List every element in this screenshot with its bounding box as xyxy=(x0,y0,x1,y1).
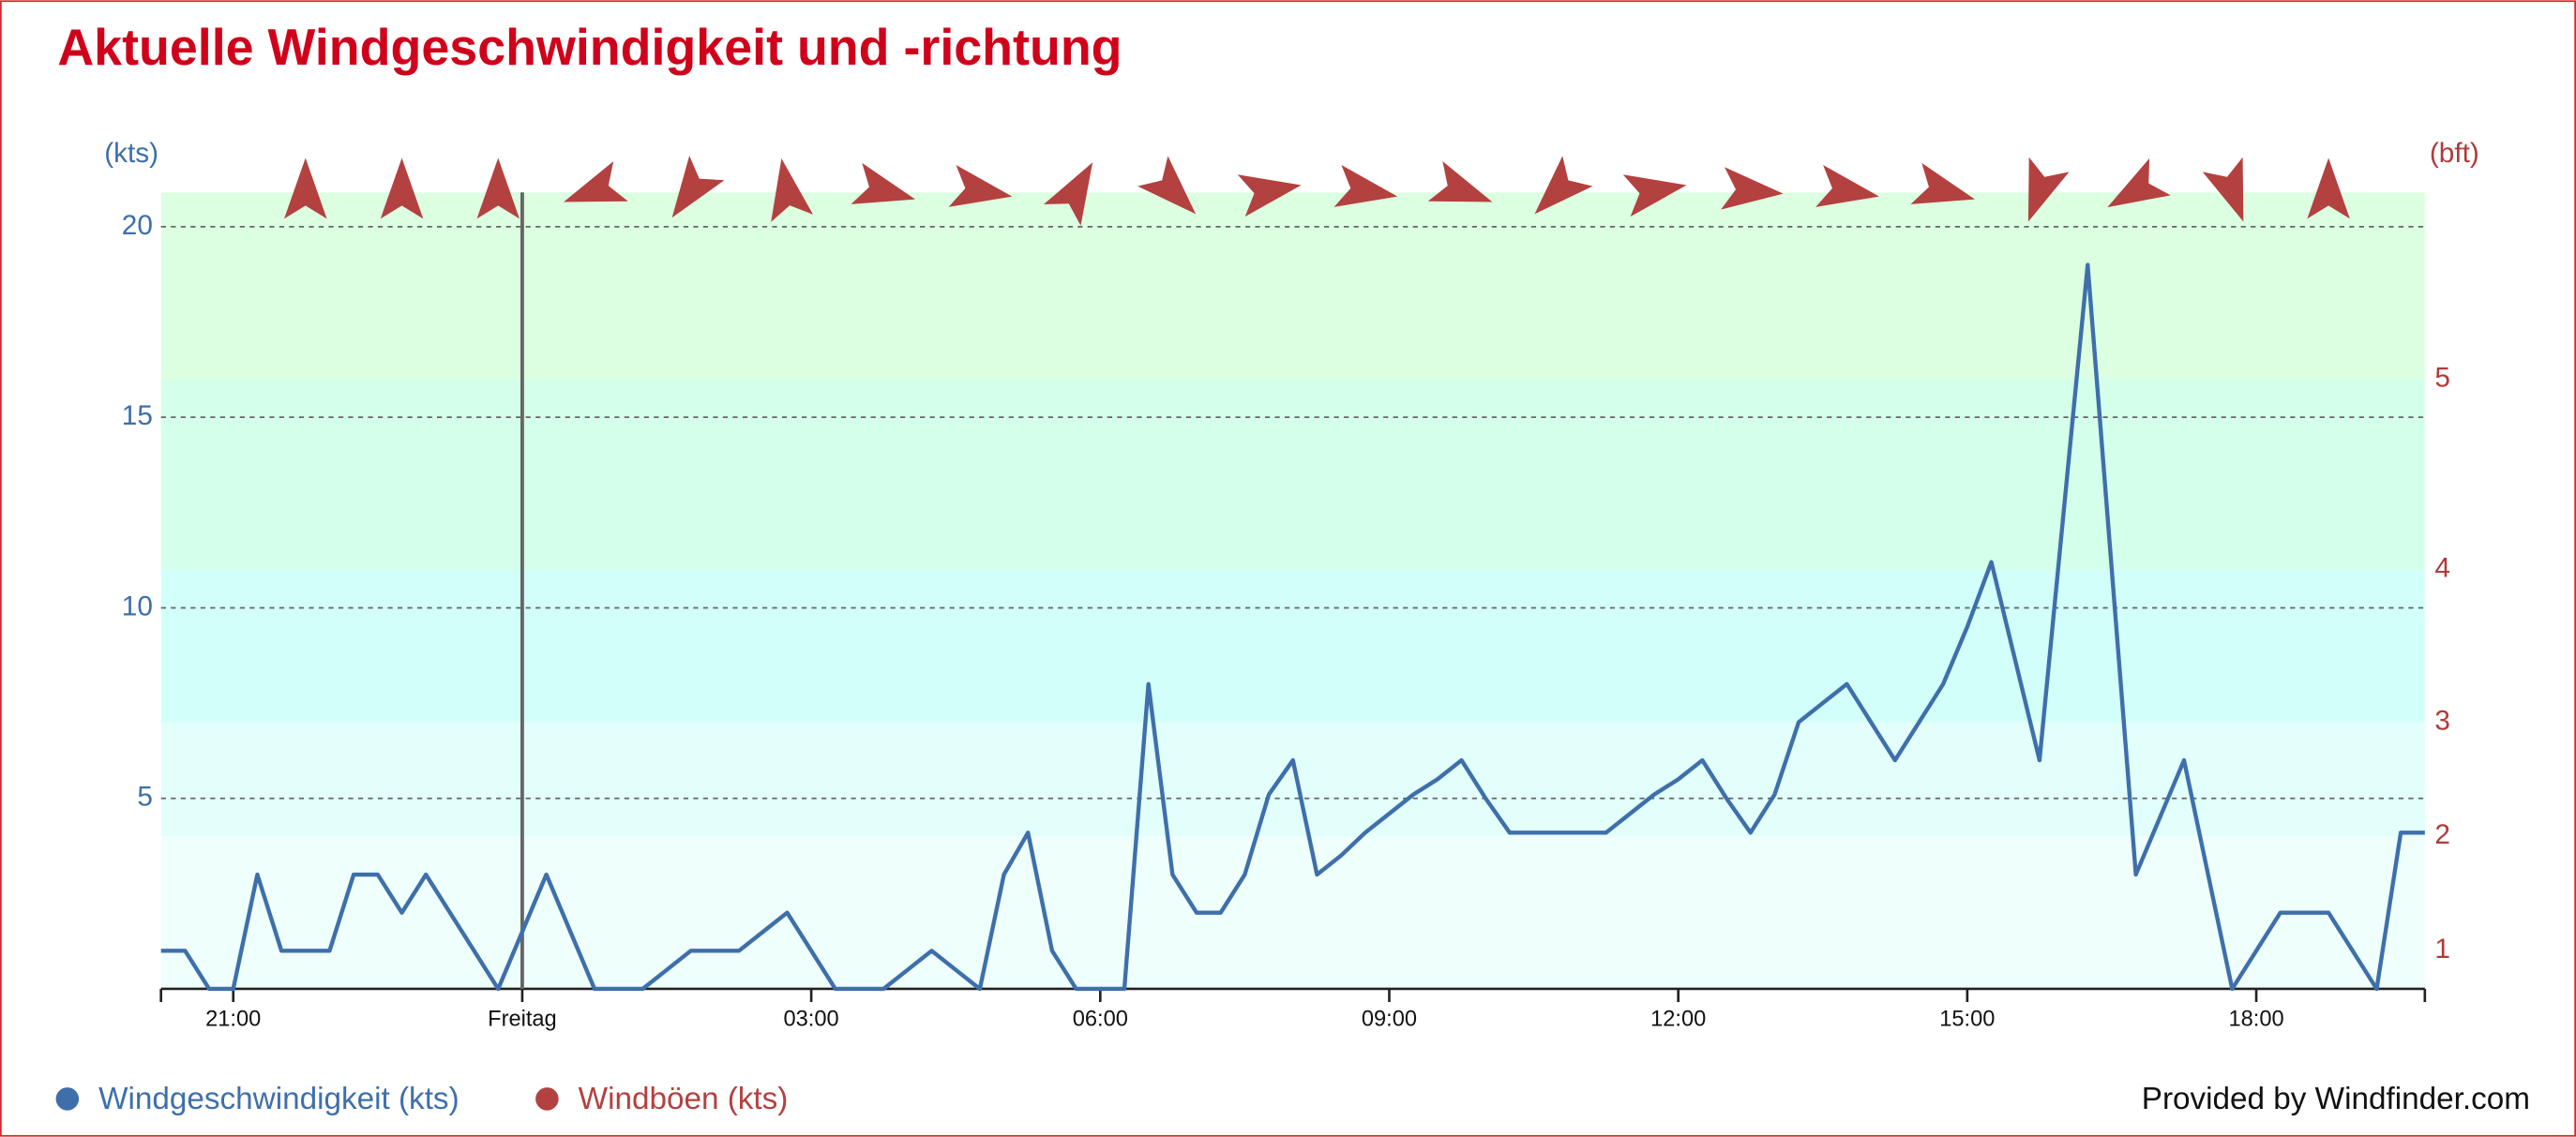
chart-title: Aktuelle Windgeschwindigkeit und -richtu… xyxy=(57,19,1122,76)
beaufort-band xyxy=(160,722,2425,837)
wind-arrow xyxy=(1427,160,1493,202)
x-tick-label: Freitag xyxy=(488,1008,557,1032)
wind-arrow xyxy=(671,156,725,218)
wind-arrow xyxy=(476,157,520,219)
wind-arrow xyxy=(1622,174,1687,217)
y2-axis-label: (bft) xyxy=(2430,138,2479,169)
beaufort-band xyxy=(160,192,2425,380)
x-tick-label: 09:00 xyxy=(1362,1008,1417,1032)
wind-arrow xyxy=(1237,174,1302,217)
wind-arrow xyxy=(1815,164,1879,207)
wind-arrow xyxy=(771,158,814,222)
wind-arrow xyxy=(851,162,916,204)
bft-tick-label: 3 xyxy=(2434,705,2450,736)
wind-arrow xyxy=(1534,156,1593,215)
beaufort-band xyxy=(160,569,2425,723)
bft-tick-label: 1 xyxy=(2434,934,2450,965)
wind-arrow xyxy=(284,157,327,219)
legend-marker xyxy=(55,1087,80,1111)
wind-arrow xyxy=(2107,157,2171,208)
y-tick-label: 20 xyxy=(122,210,153,241)
y-axis-label: (kts) xyxy=(104,138,158,169)
wind-arrow xyxy=(1333,164,1398,207)
y-tick-label: 15 xyxy=(122,400,153,431)
x-tick-label: 18:00 xyxy=(2228,1008,2283,1032)
x-tick-label: 21:00 xyxy=(205,1008,261,1032)
wind-arrow xyxy=(948,164,1013,207)
wind-arrow xyxy=(1721,167,1784,210)
bft-tick-label: 4 xyxy=(2434,553,2450,584)
series-line xyxy=(160,262,2425,992)
legend-label: Windböen (kts) xyxy=(579,1082,789,1116)
bft-tick-label: 5 xyxy=(2434,362,2450,393)
legend-label: Windgeschwindigkeit (kts) xyxy=(98,1082,459,1116)
x-tick-label: 03:00 xyxy=(784,1008,839,1032)
footer: Provided by Windfinder.com xyxy=(2142,1082,2530,1116)
wind-arrow xyxy=(1044,162,1093,226)
wind-arrow xyxy=(1137,156,1197,215)
x-tick-label: 06:00 xyxy=(1073,1008,1128,1032)
wind-arrow xyxy=(1910,162,1976,204)
wind-arrow xyxy=(564,160,628,202)
wind-arrow xyxy=(2027,157,2070,222)
wind-arrow xyxy=(380,157,424,219)
x-tick-label: 15:00 xyxy=(1939,1008,1995,1032)
y-tick-label: 5 xyxy=(137,782,153,813)
wind-arrow xyxy=(2307,157,2350,219)
beaufort-band xyxy=(160,379,2425,570)
legend-marker xyxy=(535,1087,559,1111)
bft-tick-label: 2 xyxy=(2434,819,2450,850)
beaufort-band xyxy=(160,836,2425,989)
x-tick-label: 12:00 xyxy=(1650,1008,1706,1032)
y-tick-label: 10 xyxy=(122,591,153,621)
wind-arrow xyxy=(2202,157,2244,222)
